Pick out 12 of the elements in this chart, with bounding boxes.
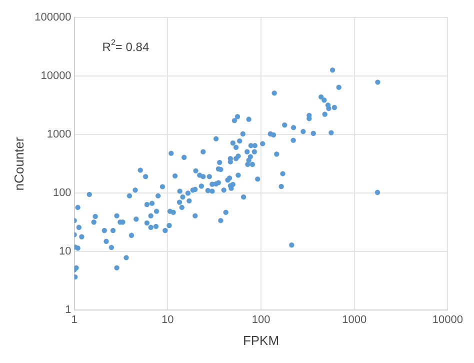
x-axis-title: FPKM [242,332,280,348]
y-tick-label: 100 [52,187,72,200]
y-tick-label: 10000 [40,70,72,82]
y-axis-title: nCounter [11,136,26,191]
x-tick-label: 100 [252,314,270,326]
x-tick-label: 10000 [432,314,464,326]
x-tick-label: 1000 [342,314,367,326]
y-tick-label: 1000 [46,128,72,141]
y-tick-label: 1 [65,304,72,316]
y-tick-label: 10 [59,246,72,258]
x-tick-label: 10 [162,314,174,326]
y-tick-label: 100000 [34,12,72,24]
